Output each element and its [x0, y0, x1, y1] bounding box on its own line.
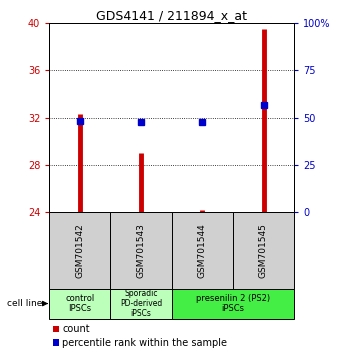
Text: GSM701542: GSM701542 [75, 223, 84, 278]
Text: presenilin 2 (PS2)
iPSCs: presenilin 2 (PS2) iPSCs [196, 294, 270, 313]
Text: count: count [62, 324, 90, 334]
Bar [233, 212, 294, 289]
Text: GSM701543: GSM701543 [137, 223, 146, 278]
Bar [49, 212, 110, 289]
Bar [172, 289, 294, 319]
Bar [110, 212, 172, 289]
Text: GSM701545: GSM701545 [259, 223, 268, 278]
Text: percentile rank within the sample: percentile rank within the sample [62, 338, 227, 348]
Title: GDS4141 / 211894_x_at: GDS4141 / 211894_x_at [96, 9, 247, 22]
Text: cell line: cell line [7, 299, 42, 308]
Bar [110, 289, 172, 319]
Bar [49, 289, 110, 319]
Bar [172, 212, 233, 289]
Text: Sporadic
PD-derived
iPSCs: Sporadic PD-derived iPSCs [120, 289, 162, 319]
Text: control
IPSCs: control IPSCs [65, 294, 95, 313]
Text: GSM701544: GSM701544 [198, 223, 207, 278]
Bar [53, 339, 59, 346]
Bar [53, 326, 59, 332]
